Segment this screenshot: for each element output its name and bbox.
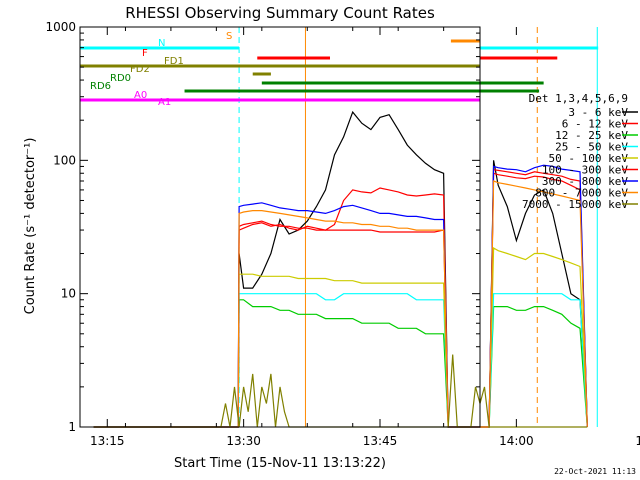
legend-label-0: 3 - 6 keV: [568, 106, 628, 119]
date-stamp: 22-Oct-2021 11:13: [554, 467, 636, 476]
y-tick-label: 1000: [45, 20, 76, 34]
x-tick-label: 13:15: [90, 434, 125, 448]
series-line-8: [93, 354, 588, 428]
x-axis-label: Start Time (15-Nov-11 13:13:22): [174, 456, 386, 471]
legend-label-6: 300 - 800 keV: [542, 175, 628, 188]
series-line-3: [93, 293, 588, 428]
y-tick-label: 1: [68, 420, 76, 434]
series-line-4: [93, 246, 588, 428]
flag-label-N: N: [158, 38, 165, 49]
y-axis-label: Count Rate (s⁻¹ detector⁻¹): [23, 138, 38, 315]
legend-title: Det 1,3,4,5,6,9: [529, 92, 628, 105]
legend-label-7: 800 - 7000 keV: [535, 187, 628, 200]
flag-label-RD6: RD6: [90, 81, 111, 92]
x-tick-label: 14:00: [499, 434, 534, 448]
flag-label-F: F: [142, 48, 148, 59]
series-line-1: [93, 172, 588, 428]
series-line-7: [93, 180, 588, 428]
series-lines: [93, 110, 588, 428]
flag-label-A0: A0: [134, 90, 147, 101]
legend-label-5: 100 - 300 keV: [542, 164, 628, 177]
y-tick-label: 100: [53, 153, 76, 167]
flag-label-S: S: [226, 31, 232, 42]
flag-label-FD2: FD2: [130, 64, 150, 75]
legend-label-3: 25 - 50 keV: [555, 141, 628, 154]
legend-label-2: 12 - 25 keV: [555, 129, 628, 142]
flag-label-RD0: RD0: [110, 73, 131, 84]
legend-label-8: 7000 - 15000 keV: [522, 198, 628, 211]
plot-area: [238, 27, 598, 427]
x-tick-label: 14:15: [635, 434, 640, 448]
x-tick-label: 13:45: [363, 434, 398, 448]
legend-label-4: 50 - 100 keV: [549, 152, 629, 165]
flag-label-A1: A1: [158, 97, 171, 108]
series-line-0: [93, 110, 588, 428]
flag-label-FD1: FD1: [164, 56, 184, 67]
legend-label-1: 6 - 12 keV: [562, 118, 629, 131]
axes: 110100100013:1513:3013:4514:0014:1514:30…: [45, 20, 640, 448]
chart-title: RHESSI Observing Summary Count Rates: [125, 4, 435, 22]
series-line-6: [93, 164, 588, 428]
x-tick-label: 13:30: [226, 434, 261, 448]
series-line-2: [93, 299, 588, 428]
plot-frame: [79, 26, 481, 428]
series-line-5: [93, 169, 588, 428]
y-tick-label: 10: [61, 287, 76, 301]
